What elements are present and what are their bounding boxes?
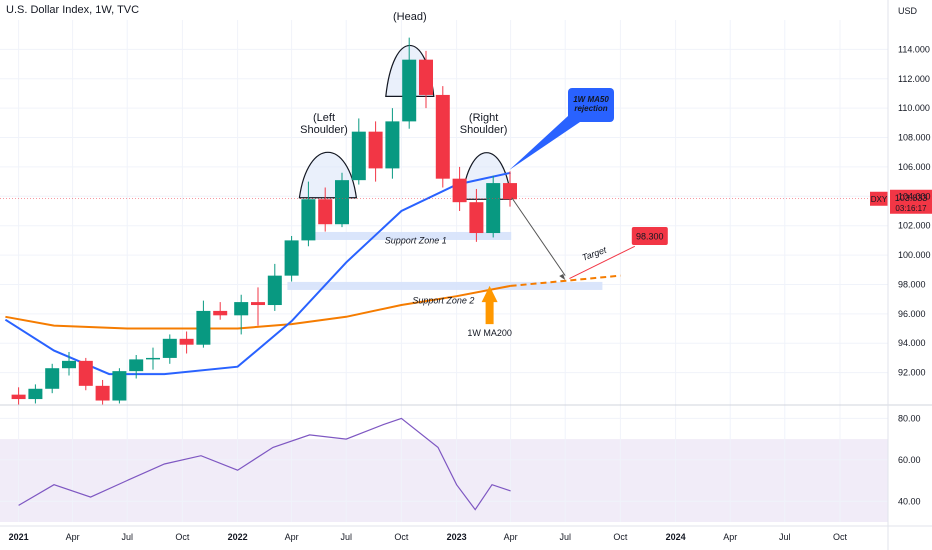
target-line (569, 245, 636, 280)
label-ma200: 1W MA200 (467, 328, 512, 338)
candle-body (469, 202, 484, 234)
label-right-shoulder: (Right Shoulder) (460, 112, 508, 136)
bar-countdown: 03:16:17 (895, 204, 927, 213)
ma50-callout-pointer (509, 116, 580, 170)
candle-body (78, 360, 93, 386)
x-tick-label: Apr (504, 532, 518, 542)
x-tick-label: Jul (559, 532, 571, 542)
candle-body (284, 240, 299, 276)
x-tick-label: Jul (121, 532, 133, 542)
projection-arrowhead-icon (559, 274, 566, 281)
label-support-zone-2: Support Zone 2 (412, 296, 474, 306)
y-tick-label: 110.000 (898, 103, 930, 113)
candle-body (213, 310, 228, 316)
last-price-box (890, 189, 932, 214)
x-tick-label: Apr (285, 532, 299, 542)
candle-body (486, 183, 501, 234)
candle-body (301, 199, 316, 241)
candle-body (11, 394, 26, 400)
candle-body (385, 121, 400, 169)
candle-body (419, 59, 433, 95)
rsi-line (18, 417, 511, 511)
candle-body (452, 178, 467, 203)
candle-body (146, 357, 160, 360)
y-tick-label: 112.000 (898, 74, 930, 84)
support-zone-2 (287, 281, 603, 290)
support-zone-1 (315, 231, 512, 240)
candle-body (129, 359, 144, 372)
x-tick-label: 2022 (228, 532, 248, 542)
projection-arrow-line (511, 197, 566, 276)
x-tick-label: Oct (833, 532, 848, 542)
x-tick-label: Oct (394, 532, 409, 542)
symbol-tag (870, 191, 888, 206)
target-price-value: 98.300 (636, 231, 664, 241)
y-tick-label: 96.000 (898, 309, 926, 319)
label-target: Target (581, 245, 609, 263)
candle-body (503, 183, 517, 200)
rsi-tick-label: 40.00 (898, 496, 921, 506)
candle-body (251, 302, 265, 306)
ma200-arrow-icon (481, 285, 498, 325)
candle-body (435, 94, 450, 179)
y-tick-label: 106.000 (898, 162, 931, 172)
candle-body (162, 338, 177, 358)
candle-body (335, 180, 349, 225)
candle-body (112, 371, 127, 401)
candle-body (318, 199, 333, 225)
x-tick-label: Apr (723, 532, 737, 542)
chart-title: U.S. Dollar Index, 1W, TVC (6, 4, 140, 16)
y-tick-label: 94.000 (898, 338, 926, 348)
label-support-zone-1: Support Zone 1 (385, 235, 447, 245)
rsi-band (0, 439, 888, 522)
candle-body (368, 131, 383, 169)
y-tick-label: 98.000 (898, 279, 926, 289)
ma50-callout-box (568, 88, 614, 122)
rsi-tick-label: 80.00 (898, 413, 921, 423)
y-tick-label: 108.000 (898, 133, 931, 143)
y-tick-label: 102.000 (898, 221, 931, 231)
candle-body (267, 275, 282, 306)
candle-body (62, 360, 76, 369)
rsi-tick-label: 60.00 (898, 455, 921, 465)
y-tick-label: 100.000 (898, 250, 931, 260)
candle-body (28, 388, 43, 400)
label-left-shoulder: (Left Shoulder) (300, 112, 348, 136)
ma200-projection (510, 274, 621, 287)
last-price-value: 103.833 (895, 193, 928, 203)
y-tick-label: 92.000 (898, 368, 926, 378)
x-tick-label: 2024 (666, 532, 686, 542)
candle-body (179, 338, 194, 345)
x-tick-label: Jul (779, 532, 791, 542)
ma50-line (4, 171, 511, 376)
y-tick-label: 104.000 (898, 191, 931, 201)
candle-body (402, 59, 417, 122)
y-axis-unit: USD (898, 6, 918, 16)
x-tick-label: Apr (66, 532, 80, 542)
label-ma50-rejection: 1W MA50 rejection (573, 95, 609, 113)
y-tick-label: 114.000 (898, 44, 930, 54)
candle-body (351, 131, 366, 181)
target-price-box (631, 226, 668, 245)
x-tick-label: Jul (340, 532, 352, 542)
candle-body (45, 368, 60, 389)
x-tick-label: 2023 (447, 532, 467, 542)
candle-body (196, 310, 211, 345)
candle-body (234, 302, 249, 316)
x-tick-label: Oct (613, 532, 628, 542)
candle-body (95, 385, 110, 401)
ma200-line (5, 284, 511, 330)
symbol-label: DXY (871, 195, 888, 204)
x-tick-label: 2021 (9, 532, 29, 542)
x-tick-label: Oct (175, 532, 190, 542)
label-head: (Head) (393, 11, 427, 23)
